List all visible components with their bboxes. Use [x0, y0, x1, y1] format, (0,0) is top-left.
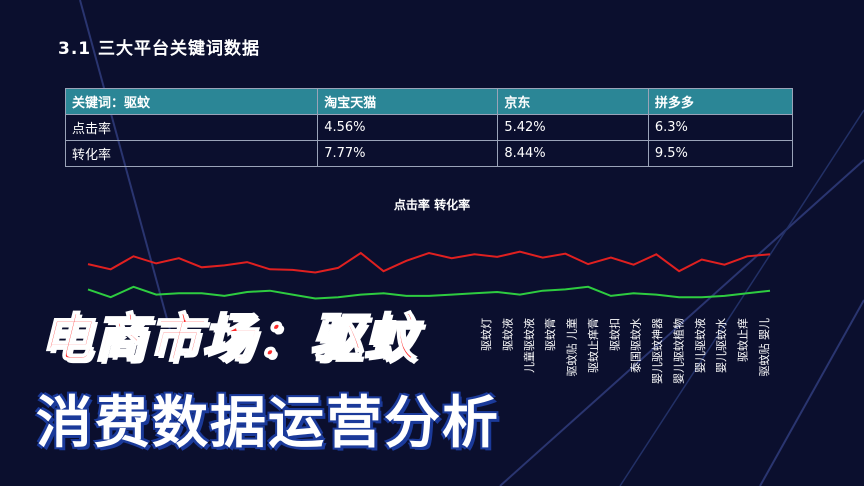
- banner-title-line2: 消费数据运营分析: [36, 391, 500, 456]
- table-cell: 8.44%: [497, 140, 649, 167]
- banner-title-line1: 电商市场：驱蚊: [39, 308, 419, 370]
- x-tick-label: 婴儿驱蚊液: [693, 318, 707, 373]
- section-title: 3.1 三大平台关键词数据: [58, 39, 261, 59]
- table-cell: 9.5%: [647, 140, 794, 167]
- table-header-cell: 拼多多: [647, 88, 794, 115]
- series-line-0: [87, 250, 771, 274]
- table-cell: 点击率: [64, 114, 319, 141]
- table-cell: 7.77%: [317, 140, 499, 167]
- table-header-cell: 京东: [497, 88, 649, 115]
- x-tick-label: 婴儿驱蚊神器: [650, 318, 664, 384]
- x-tick-label: 驱蚊止痒膏: [586, 318, 600, 373]
- x-tick-label: 驱蚊贴 儿童: [565, 318, 579, 377]
- x-tick-label: 驱蚊灯: [479, 318, 493, 351]
- table-cell: 转化率: [64, 140, 319, 167]
- x-tick-label: 婴儿驱蚊水: [714, 318, 728, 373]
- table-header-row: 关键词：驱蚊 淘宝天猫 京东 拼多多: [64, 88, 794, 115]
- table-cell: 5.42%: [497, 114, 649, 141]
- table-row: 转化率 7.77% 8.44% 9.5%: [64, 140, 794, 167]
- x-tick-label: 婴儿驱蚊植物: [671, 318, 685, 384]
- x-tick-label: 驱蚊液: [500, 318, 514, 351]
- x-tick-label: 驱蚊止痒: [736, 318, 750, 362]
- table-header-cell: 关键词：驱蚊: [64, 88, 319, 115]
- keyword-data-table: 关键词：驱蚊 淘宝天猫 京东 拼多多 点击率 4.56% 5.42% 6.3% …: [64, 88, 794, 167]
- x-tick-label: 驱蚊扣: [607, 318, 621, 351]
- x-tick-label: 儿童驱蚊液: [522, 318, 536, 373]
- table-row: 点击率 4.56% 5.42% 6.3%: [64, 114, 794, 141]
- x-tick-label: 泰国驱蚊水: [629, 318, 643, 373]
- table-cell: 4.56%: [317, 114, 499, 141]
- x-tick-label: 驱蚊膏: [543, 318, 557, 351]
- table-header-cell: 淘宝天猫: [317, 88, 499, 115]
- x-tick-label: 驱蚊贴 婴儿: [757, 318, 771, 377]
- series-line-1: [87, 285, 771, 300]
- chart-legend: 点击率 转化率: [393, 198, 471, 212]
